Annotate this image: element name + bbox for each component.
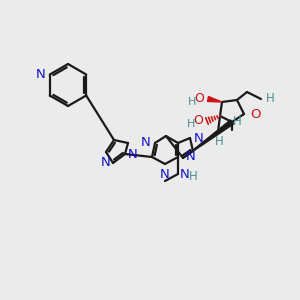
Polygon shape [183, 120, 233, 158]
Text: N: N [180, 167, 190, 181]
Text: H: H [214, 135, 224, 148]
Text: N: N [186, 149, 196, 163]
Text: H: H [266, 92, 275, 104]
Text: H: H [187, 119, 195, 129]
Text: N: N [128, 148, 138, 160]
Polygon shape [208, 97, 222, 102]
Text: N: N [194, 131, 204, 145]
Text: O: O [194, 92, 204, 106]
Text: N: N [141, 136, 151, 148]
Text: H: H [233, 115, 242, 128]
Text: H: H [188, 97, 196, 107]
Text: O: O [250, 107, 260, 121]
Text: O: O [193, 115, 203, 128]
Text: N: N [36, 68, 46, 81]
Text: N: N [160, 168, 170, 181]
Text: N: N [100, 155, 110, 169]
Text: H: H [189, 170, 198, 184]
